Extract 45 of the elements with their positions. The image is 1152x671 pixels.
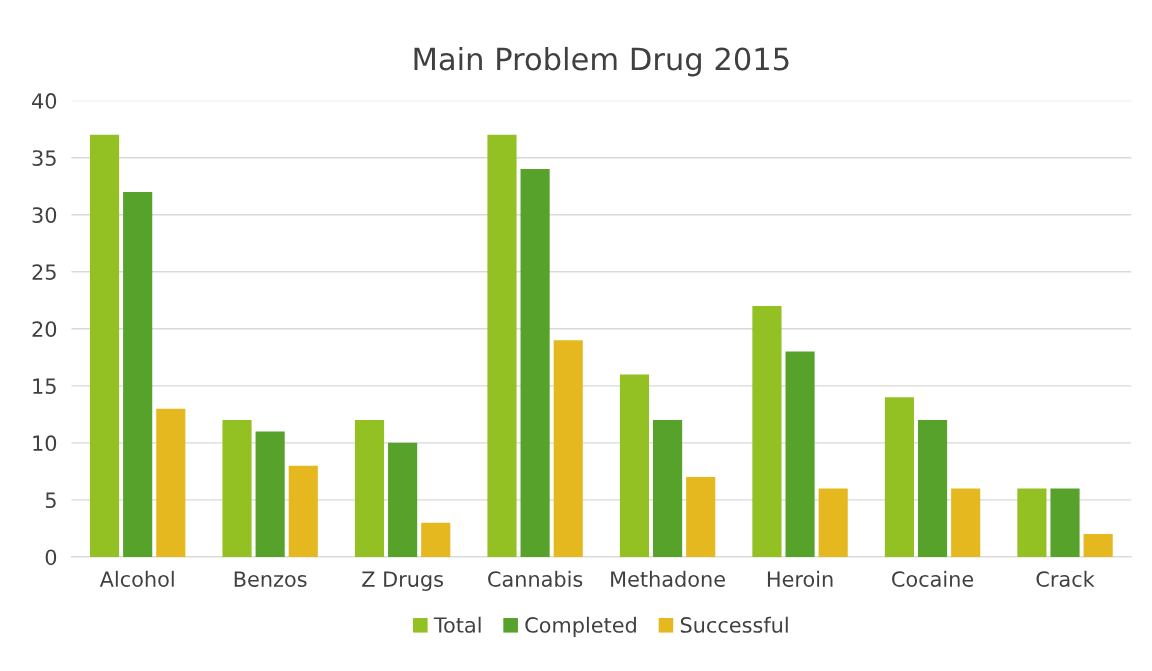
bar bbox=[487, 134, 517, 557]
x-tick-label: Alcohol bbox=[99, 570, 174, 587]
y-tick-label: 40 bbox=[32, 93, 57, 109]
x-tick-label: Benzos bbox=[234, 571, 307, 587]
y-tick-label: 35 bbox=[32, 150, 56, 166]
x-tick-label: Crack bbox=[1036, 570, 1095, 587]
x-tick-label: Methadone bbox=[611, 570, 725, 587]
y-tick-label: 5 bbox=[45, 492, 56, 509]
y-tick-label: 10 bbox=[33, 435, 57, 452]
legend-label: Total bbox=[433, 616, 481, 633]
bar bbox=[255, 431, 285, 557]
bar bbox=[1017, 488, 1047, 557]
x-tick-label: Z Drugs bbox=[362, 571, 443, 591]
x-tick-label: Cocaine bbox=[892, 570, 974, 587]
x-tick-label: Cannabis bbox=[488, 570, 583, 587]
bar bbox=[156, 408, 186, 557]
bar bbox=[884, 397, 914, 557]
bar bbox=[653, 420, 683, 557]
bar bbox=[421, 522, 451, 557]
y-tick-label: 20 bbox=[32, 321, 57, 337]
bar bbox=[89, 134, 120, 557]
bar bbox=[917, 420, 948, 557]
chart-title: Main Problem Drug 2015 bbox=[414, 46, 789, 77]
bar bbox=[619, 374, 650, 557]
bar bbox=[520, 169, 550, 557]
bar bbox=[1050, 488, 1080, 557]
bar bbox=[818, 488, 848, 557]
bar bbox=[686, 477, 716, 557]
bar bbox=[752, 305, 782, 557]
y-tick-label: 25 bbox=[32, 264, 56, 280]
bar bbox=[553, 340, 583, 557]
bar bbox=[1083, 534, 1113, 557]
y-tick-label: 30 bbox=[32, 207, 57, 223]
legend-label: Successful bbox=[680, 616, 788, 633]
bar bbox=[388, 442, 418, 557]
bar bbox=[222, 420, 252, 557]
y-tick-label: 15 bbox=[33, 378, 56, 395]
bar bbox=[354, 420, 385, 557]
bar bbox=[951, 488, 981, 557]
y-tick-label: 0 bbox=[45, 549, 57, 566]
bar bbox=[785, 351, 815, 557]
x-tick-label: Heroin bbox=[767, 570, 833, 587]
legend-label: Completed bbox=[525, 616, 636, 637]
bar bbox=[288, 465, 318, 557]
bar bbox=[123, 191, 153, 557]
